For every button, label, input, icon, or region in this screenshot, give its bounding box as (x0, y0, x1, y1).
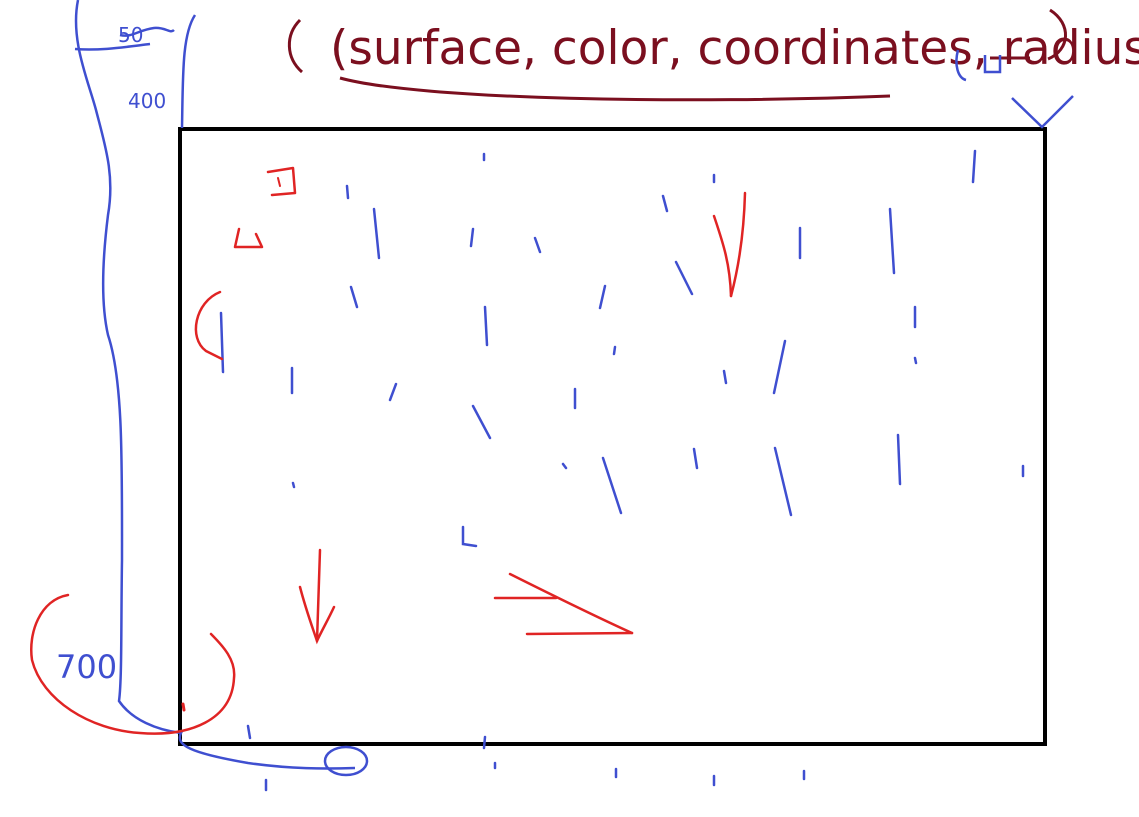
down-arrow-bottom: down-arrow-icon (298, 548, 336, 645)
blue-left-scribble: 50 400 700 (56, 0, 1074, 777)
down-arrow-top: down-arrow-icon (712, 191, 747, 298)
blue-note-top-2: 400 (128, 89, 166, 113)
blue-note-top-1: 50 (118, 23, 143, 47)
surface-rectangle (178, 127, 1047, 746)
red-annotations (30, 166, 297, 735)
blue-note-bottom: 700 (56, 648, 117, 686)
header-text: (surface, color, coordinates, radius) (330, 21, 1139, 76)
blue-rain-marks (219, 149, 1025, 792)
header-annotation: (surface, color, coordinates, radius) (287, 8, 1139, 102)
right-arrow: right-arrow-icon (493, 572, 634, 636)
